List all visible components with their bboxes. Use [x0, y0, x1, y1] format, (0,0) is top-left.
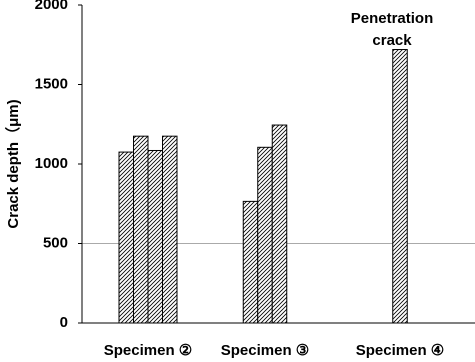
y-tick-label: 0 — [60, 314, 68, 331]
x-tick-label: Specimen ② — [104, 342, 192, 359]
y-tick-label: 500 — [43, 234, 68, 251]
bar — [162, 135, 178, 324]
y-axis-label: Crack depth（μm) — [4, 99, 22, 228]
bar — [118, 151, 134, 324]
x-tick-label: Specimen ③ — [221, 342, 309, 359]
annotation: crack — [372, 32, 412, 49]
x-tick-label: Specimen ④ — [356, 342, 444, 359]
bar — [147, 149, 163, 324]
bar — [133, 135, 149, 324]
y-tick-label: 1000 — [35, 155, 68, 172]
bar — [242, 200, 259, 324]
y-tick-label: 2000 — [35, 0, 68, 13]
annotation: Penetration — [351, 10, 434, 27]
y-tick-label: 1500 — [35, 75, 68, 92]
bar — [271, 124, 288, 324]
bar — [257, 146, 273, 324]
bar — [392, 49, 408, 324]
